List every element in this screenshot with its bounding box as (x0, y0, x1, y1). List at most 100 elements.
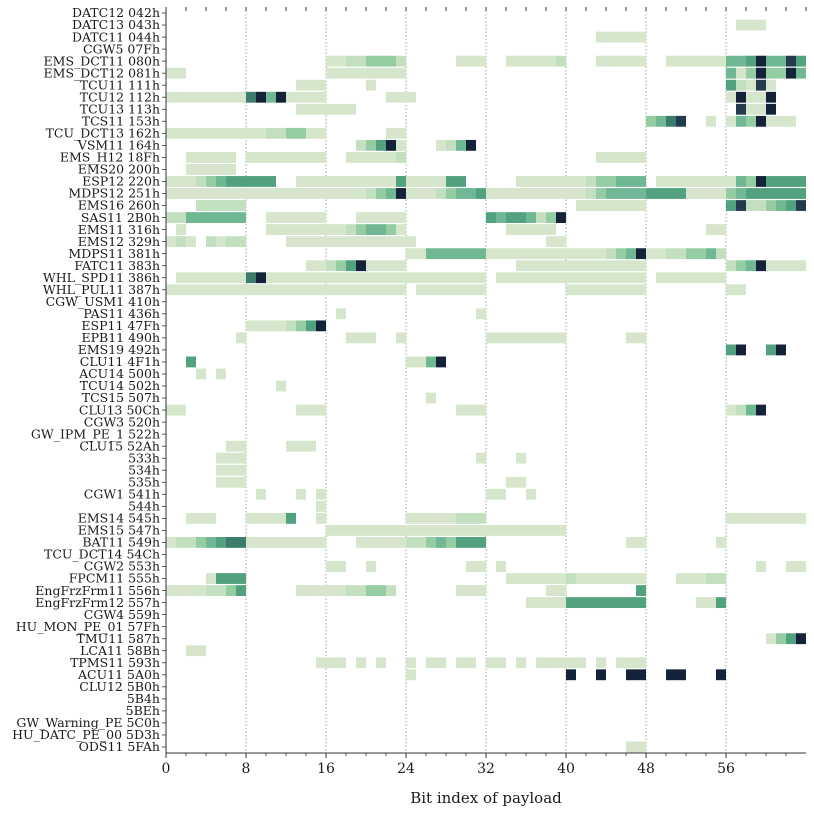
heatmap-cell (396, 332, 406, 344)
heatmap-cell (266, 272, 406, 284)
heatmap-cells (166, 19, 806, 753)
heatmap-cell (196, 537, 206, 548)
heatmap-cell (406, 176, 446, 187)
heatmap-cell (246, 272, 256, 284)
heatmap-cell (456, 404, 486, 416)
heatmap-cell (366, 561, 376, 572)
heatmap-cell (246, 320, 286, 332)
heatmap-cell (346, 260, 356, 272)
heatmap-cell (736, 404, 746, 416)
heatmap-cell (216, 236, 226, 248)
heatmap-cell (386, 139, 396, 151)
x-tick-label: 48 (637, 761, 655, 777)
row-label: EngFrzFrm12 557h (35, 595, 160, 610)
row-label: EMS14 545h (78, 511, 160, 526)
row-label: TCU13 113h (80, 101, 160, 116)
row-label: TCU14 502h (80, 378, 160, 393)
heatmap-cell (526, 212, 536, 223)
heatmap-cell (166, 188, 276, 199)
row-label: EMS16 260h (78, 198, 160, 213)
row-label: HU_DATC_PE_00 5D3h (12, 727, 160, 742)
heatmap-cell (736, 188, 746, 199)
heatmap-cell (396, 176, 406, 187)
heatmap-cell (246, 512, 286, 524)
heatmap-cell (366, 188, 376, 199)
heatmap-cell (236, 585, 246, 596)
heatmap-cell (286, 91, 326, 103)
heatmap-cell (486, 488, 506, 500)
heatmap-cell (486, 212, 496, 223)
heatmap-cell (226, 537, 246, 548)
heatmap-cell (736, 103, 746, 115)
row-label: CGW_USM1 410h (46, 294, 160, 309)
heatmap-cell (376, 139, 386, 151)
heatmap-cell (196, 368, 206, 380)
heatmap-cell (506, 476, 526, 488)
heatmap-cell (406, 669, 416, 681)
heatmap-cell (766, 260, 806, 272)
heatmap-cell (386, 127, 406, 139)
heatmap-cell (306, 127, 326, 139)
row-label: TCS11 153h (82, 114, 160, 129)
heatmap-cell (526, 488, 536, 500)
heatmap-cell (456, 55, 486, 67)
row-label: CLU11 4F1h (80, 354, 160, 369)
heatmap-cell (496, 212, 506, 223)
heatmap-cell (616, 657, 646, 669)
heatmap-cell (216, 452, 246, 464)
heatmap-cell (286, 512, 296, 524)
heatmap-cell (406, 537, 426, 548)
heatmap-cell (726, 115, 736, 127)
heatmap-cell (456, 139, 466, 151)
heatmap-cell (596, 657, 606, 669)
heatmap-cell (776, 344, 786, 356)
row-label: CGW3 520h (84, 414, 160, 429)
heatmap-cell (226, 176, 276, 187)
row-label: GW_IPM_PE_1 522h (31, 426, 160, 441)
heatmap-cell (726, 91, 736, 103)
heatmap-cell (406, 248, 426, 260)
heatmap-cell (326, 524, 566, 536)
heatmap-cell (456, 537, 486, 548)
heatmap-cell (476, 188, 486, 199)
heatmap-cell (626, 669, 646, 681)
heatmap-cell (506, 224, 556, 236)
heatmap-cell (356, 260, 366, 272)
heatmap-cell (526, 597, 566, 609)
heatmap-cell (736, 344, 746, 356)
heatmap-cell (486, 657, 506, 669)
heatmap-cell (726, 512, 806, 524)
row-label: TCU11 111h (80, 77, 160, 92)
row-label: TCU12 112h (80, 89, 160, 104)
row-label: 5B4h (127, 691, 160, 706)
heatmap-cell (446, 139, 456, 151)
row-label: ESP11 47Fh (81, 318, 160, 333)
heatmap-cell (786, 67, 796, 79)
heatmap-cell (736, 176, 746, 187)
heatmap-cell (506, 212, 526, 223)
heatmap-cell (426, 248, 486, 260)
heatmap-cell (736, 91, 746, 103)
row-label: MDPS11 381h (68, 246, 160, 261)
heatmap-cell (346, 55, 366, 67)
heatmap-cell (166, 212, 186, 223)
heatmap-cell (186, 537, 196, 548)
heatmap-cell (556, 55, 566, 67)
heatmap-cell (486, 188, 566, 199)
x-tick-label: 24 (397, 761, 415, 777)
heatmap-cell (626, 741, 646, 753)
heatmap-cell (426, 356, 436, 368)
heatmap-cell (736, 19, 766, 31)
heatmap-cell (576, 200, 596, 211)
heatmap-cell (516, 657, 526, 669)
heatmap-cell (166, 537, 176, 548)
heatmap-cell (726, 200, 736, 211)
heatmap-cell (626, 248, 636, 260)
x-tick-label: 32 (477, 761, 495, 777)
heatmap-cell (396, 188, 406, 199)
heatmap-cell (216, 176, 226, 187)
heatmap-cell (606, 188, 646, 199)
heatmap-cell (376, 585, 386, 596)
heatmap-cell (316, 657, 346, 669)
row-label: BAT11 549h (82, 535, 160, 550)
